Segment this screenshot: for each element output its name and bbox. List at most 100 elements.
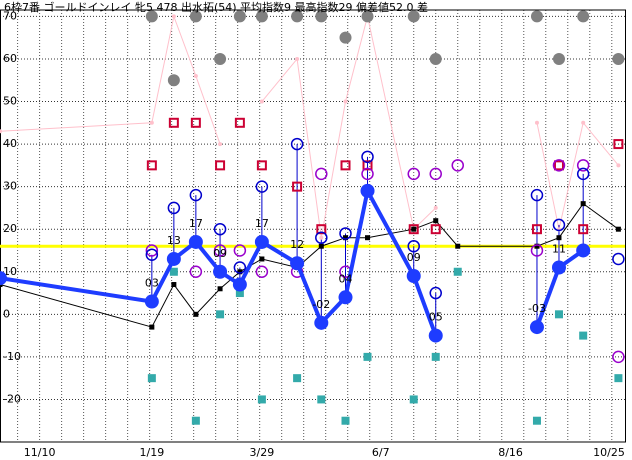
point bbox=[189, 10, 202, 23]
point bbox=[361, 150, 374, 164]
point bbox=[315, 231, 328, 244]
point-label: 12 bbox=[290, 238, 304, 251]
point bbox=[579, 331, 588, 340]
point bbox=[237, 269, 243, 275]
point bbox=[315, 167, 328, 181]
point bbox=[430, 224, 441, 235]
x-tick-label: 11/10 bbox=[24, 446, 56, 459]
point bbox=[145, 244, 159, 257]
plot-frame bbox=[0, 9, 626, 443]
point bbox=[455, 243, 461, 249]
y-tick-label: 30 bbox=[3, 180, 17, 193]
point bbox=[407, 167, 420, 181]
series-line bbox=[0, 202, 619, 328]
point bbox=[259, 256, 265, 262]
point bbox=[315, 10, 328, 23]
point bbox=[256, 160, 267, 171]
point bbox=[554, 310, 563, 319]
y-tick-label: 20 bbox=[3, 222, 17, 235]
point bbox=[234, 117, 245, 128]
y-tick-label: 40 bbox=[3, 137, 17, 150]
point bbox=[363, 352, 372, 361]
point bbox=[233, 261, 247, 274]
point bbox=[149, 120, 154, 125]
point bbox=[343, 235, 349, 241]
point bbox=[553, 160, 564, 171]
y-tick-label: 50 bbox=[3, 95, 17, 108]
point bbox=[429, 52, 442, 65]
point bbox=[0, 271, 7, 286]
point bbox=[552, 218, 566, 232]
point bbox=[293, 374, 302, 383]
point bbox=[190, 117, 201, 128]
point bbox=[433, 218, 439, 224]
point bbox=[531, 224, 542, 235]
point bbox=[166, 251, 181, 266]
point bbox=[0, 129, 2, 134]
point bbox=[339, 227, 352, 240]
point bbox=[530, 10, 543, 23]
point bbox=[341, 416, 350, 425]
point bbox=[290, 256, 305, 271]
point bbox=[317, 395, 326, 404]
point bbox=[144, 294, 159, 309]
point bbox=[171, 14, 176, 19]
point bbox=[232, 277, 247, 292]
point bbox=[612, 252, 625, 266]
point-label: 17 bbox=[255, 217, 269, 230]
point bbox=[214, 52, 227, 65]
point bbox=[218, 142, 223, 147]
point bbox=[255, 180, 269, 193]
point bbox=[147, 374, 156, 383]
point bbox=[577, 10, 590, 23]
point bbox=[365, 235, 371, 241]
point bbox=[612, 52, 625, 65]
point bbox=[530, 188, 544, 202]
y-tick-label: 10 bbox=[3, 265, 17, 278]
point bbox=[431, 352, 440, 361]
point bbox=[552, 159, 566, 172]
point bbox=[193, 311, 199, 317]
point bbox=[167, 74, 180, 87]
point bbox=[451, 159, 464, 172]
point bbox=[314, 315, 329, 330]
point bbox=[534, 243, 540, 249]
point bbox=[217, 286, 223, 292]
point bbox=[581, 120, 586, 125]
point-label: 11 bbox=[552, 242, 566, 255]
point bbox=[215, 160, 226, 171]
point bbox=[145, 10, 158, 23]
point-label: 09 bbox=[213, 247, 227, 260]
point bbox=[235, 289, 244, 298]
point bbox=[408, 224, 419, 235]
point-label: 05 bbox=[429, 311, 443, 324]
point bbox=[316, 224, 327, 235]
point bbox=[428, 328, 443, 343]
point bbox=[580, 201, 586, 207]
point bbox=[191, 416, 200, 425]
x-tick-label: 3/29 bbox=[250, 446, 275, 459]
point bbox=[338, 290, 353, 305]
point bbox=[233, 10, 246, 23]
y-tick-label: 60 bbox=[3, 52, 17, 65]
point-label: -03 bbox=[528, 302, 546, 315]
point bbox=[259, 99, 264, 104]
point bbox=[295, 56, 300, 61]
point bbox=[433, 205, 438, 210]
x-tick-label: 1/19 bbox=[139, 446, 164, 459]
point bbox=[532, 416, 541, 425]
x-tick-label: 10/25 bbox=[593, 446, 625, 459]
point bbox=[343, 99, 348, 104]
point-label: 09 bbox=[407, 251, 421, 264]
y-tick-label: 0 bbox=[3, 307, 10, 320]
point bbox=[615, 226, 621, 232]
point-label: 13 bbox=[167, 234, 181, 247]
point bbox=[556, 235, 562, 241]
point-label: 17 bbox=[189, 217, 203, 230]
point bbox=[429, 286, 442, 300]
point bbox=[255, 265, 269, 279]
point bbox=[552, 52, 565, 65]
point bbox=[189, 188, 203, 202]
point bbox=[411, 226, 417, 232]
